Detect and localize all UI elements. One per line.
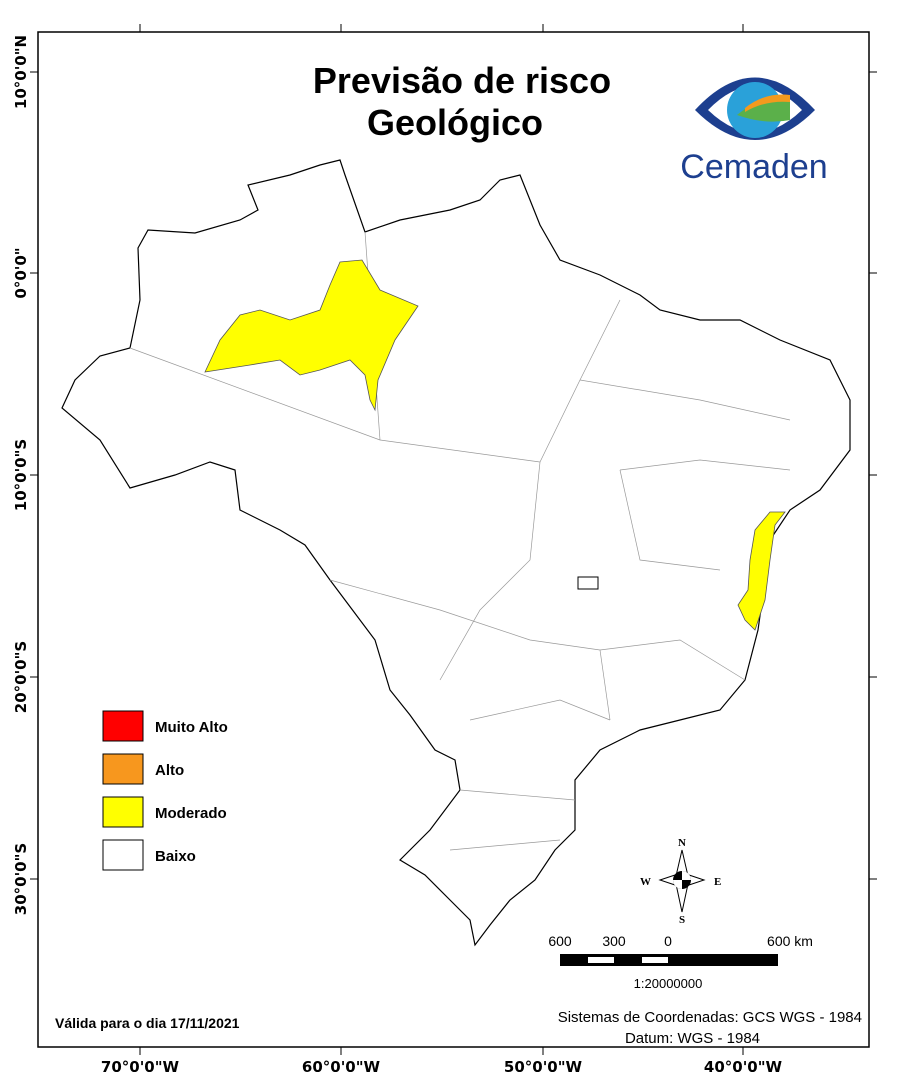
title-line-1: Previsão de risco: [313, 60, 611, 101]
longitude-label: 70°0'0"W: [101, 1058, 180, 1076]
latitude-label: 30°0'0"S: [12, 843, 30, 915]
legend-swatch: [102, 710, 144, 742]
moderate-risk-region-amazon: [204, 259, 419, 412]
logo-green: [737, 97, 790, 122]
scale-bar-segment: [588, 957, 614, 963]
compass-north: N: [678, 837, 686, 849]
scale-label: 600 km: [767, 933, 813, 949]
longitude-label: 40°0'0"W: [704, 1058, 783, 1076]
logo: Cemaden: [680, 77, 828, 186]
compass-west: W: [640, 876, 651, 888]
scale-ratio: 1:20000000: [634, 976, 703, 991]
title-line-2: Geológico: [367, 102, 543, 143]
logo-text: Cemaden: [680, 148, 827, 186]
latitude-label: 10°0'0"S: [12, 439, 30, 511]
scale-bar-body: [560, 954, 778, 966]
scale-bar: 600 300 0 600 km 1:20000000: [548, 933, 813, 991]
validity-date: Válida para o dia 17/11/2021: [55, 1015, 240, 1031]
legend-swatch: [102, 753, 144, 785]
longitude-label: 60°0'0"W: [302, 1058, 381, 1076]
latitude-label: 20°0'0"S: [12, 641, 30, 713]
compass-south: S: [679, 914, 685, 926]
legend-label: Alto: [155, 762, 184, 779]
compass-quadrants: [673, 871, 691, 889]
moderate-risk-region-coast: [737, 511, 786, 631]
coordinate-system: Sistemas de Coordenadas: GCS WGS - 1984: [558, 1009, 862, 1026]
compass-east: E: [714, 876, 721, 888]
legend-label: Muito Alto: [155, 719, 228, 736]
scale-label: 0: [664, 933, 672, 949]
latitude-label: 0°0'0": [12, 247, 30, 298]
latitude-label: 10°0'0"N: [12, 35, 30, 109]
federal-district: [577, 576, 599, 590]
scale-bar-segment: [642, 957, 668, 963]
scale-label: 300: [602, 933, 626, 949]
longitude-label: 50°0'0"W: [504, 1058, 583, 1076]
compass: N S E W: [640, 837, 721, 926]
scale-label: 600: [548, 933, 572, 949]
datum: Datum: WGS - 1984: [625, 1030, 760, 1047]
legend-label: Moderado: [155, 805, 227, 822]
legend-swatch: [102, 839, 144, 871]
legend: Muito Alto Alto Moderado Baixo: [102, 710, 228, 871]
legend-swatch: [102, 796, 144, 828]
logo-orange: [745, 94, 790, 112]
legend-label: Baixo: [155, 848, 196, 865]
